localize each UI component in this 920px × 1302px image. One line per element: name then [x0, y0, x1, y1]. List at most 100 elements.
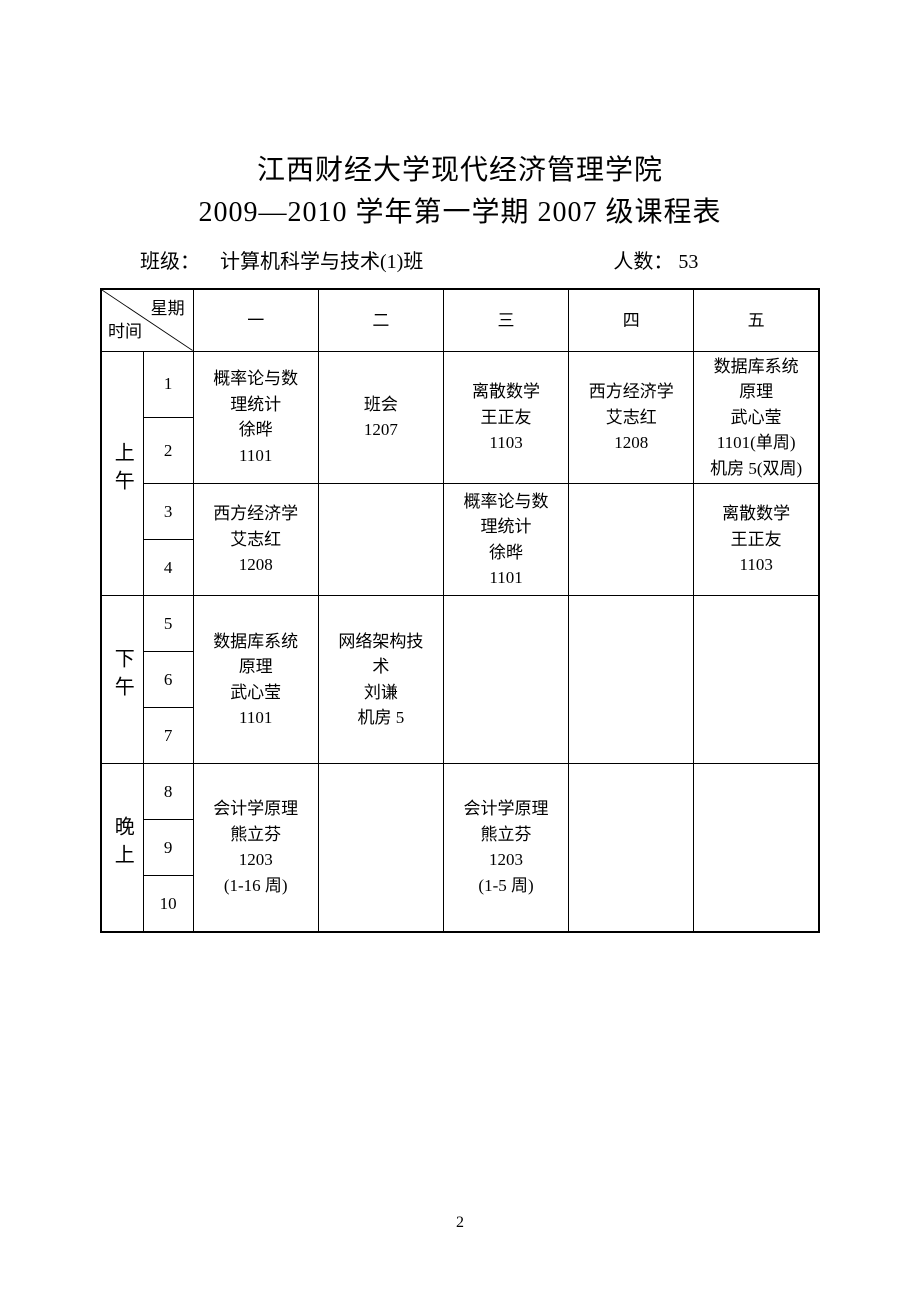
page-number: 2: [0, 1214, 920, 1232]
cell-am12-fri: 数据库系统原理武心莹1101(单周)机房 5(双周): [694, 351, 819, 484]
cell-am34-fri: 离散数学王正友1103: [694, 484, 819, 596]
period-4: 4: [143, 540, 193, 596]
cell-line: 理统计: [446, 514, 566, 540]
cell-ev-mon: 会计学原理熊立芬1203(1-16 周): [193, 764, 318, 932]
cell-empty: [318, 764, 443, 932]
table-row: 3 西方经济学艾志红1208 概率论与数理统计徐晔1101 离散数学王正友110…: [101, 484, 819, 540]
cell-line: 1207: [321, 417, 441, 443]
cell-line: 1103: [696, 552, 816, 578]
cell-line: 1203: [446, 847, 566, 873]
cell-line: 数据库系统: [696, 354, 816, 380]
table-row: 晚上 8 会计学原理熊立芬1203(1-16 周) 会计学原理熊立芬1203(1…: [101, 764, 819, 820]
cell-am12-thu: 西方经济学艾志红1208: [569, 351, 694, 484]
cell-line: 武心莹: [696, 405, 816, 431]
cell-am12-tue: 班会1207: [318, 351, 443, 484]
period-9: 9: [143, 820, 193, 876]
period-6: 6: [143, 652, 193, 708]
cell-am12-mon: 概率论与数理统计徐晔1101: [193, 351, 318, 484]
cell-line: 会计学原理: [446, 796, 566, 822]
corner-left-label: 时间: [108, 319, 142, 345]
cell-am34-mon: 西方经济学艾志红1208: [193, 484, 318, 596]
title-block: 江西财经大学现代经济管理学院 2009—2010 学年第一学期 2007 级课程…: [100, 150, 820, 234]
cell-empty: [318, 484, 443, 596]
cell-am12-wed: 离散数学王正友1103: [443, 351, 568, 484]
cell-line: 徐晔: [196, 417, 316, 443]
class-label: 班级：: [140, 251, 200, 273]
cell-line: 熊立芬: [446, 822, 566, 848]
cell-line: (1-5 周): [446, 873, 566, 899]
period-10: 10: [143, 876, 193, 932]
day-head-3: 三: [443, 289, 568, 351]
period-3: 3: [143, 484, 193, 540]
cell-line: 1208: [571, 430, 691, 456]
cell-line: 西方经济学: [196, 501, 316, 527]
cell-line: 离散数学: [446, 379, 566, 405]
cell-line: 原理: [196, 654, 316, 680]
cell-line: 1101: [446, 565, 566, 591]
class-value: 计算机科学与技术(1)班: [220, 251, 423, 273]
cell-line: 艾志红: [196, 527, 316, 553]
table-row: 下午 5 数据库系统原理武心莹1101 网络架构技术刘谦机房 5: [101, 596, 819, 652]
session-morning: 上午: [101, 351, 143, 596]
meta-row: 班级： 计算机科学与技术(1)班 人数： 53: [140, 246, 820, 278]
corner-cell: 星期 时间: [101, 289, 193, 351]
session-evening: 晚上: [101, 764, 143, 932]
period-2: 2: [143, 417, 193, 483]
cell-line: 原理: [696, 379, 816, 405]
schedule-table: 星期 时间 一 二 三 四 五 上午 1 概率论与数理统计徐晔1101 班会12…: [100, 288, 820, 933]
cell-line: 刘谦: [321, 680, 441, 706]
document-page: 江西财经大学现代经济管理学院 2009—2010 学年第一学期 2007 级课程…: [0, 0, 920, 933]
cell-line: (1-16 周): [196, 873, 316, 899]
corner-top-label: 星期: [151, 296, 185, 322]
cell-line: 机房 5: [321, 705, 441, 731]
title-line-1: 江西财经大学现代经济管理学院: [100, 150, 820, 192]
day-head-4: 四: [569, 289, 694, 351]
cell-line: 离散数学: [696, 501, 816, 527]
cell-empty: [569, 764, 694, 932]
meta-count: 人数： 53: [613, 246, 698, 278]
cell-line: 艾志红: [571, 405, 691, 431]
cell-line: 概率论与数: [446, 489, 566, 515]
cell-empty: [569, 596, 694, 764]
cell-line: 数据库系统: [196, 629, 316, 655]
header-row: 星期 时间 一 二 三 四 五: [101, 289, 819, 351]
cell-line: 1101: [196, 443, 316, 469]
period-1: 1: [143, 351, 193, 417]
count-value: 53: [678, 251, 698, 273]
count-label: 人数：: [613, 251, 673, 273]
cell-line: 机房 5(双周): [696, 456, 816, 482]
day-head-2: 二: [318, 289, 443, 351]
cell-empty: [694, 764, 819, 932]
cell-am34-wed: 概率论与数理统计徐晔1101: [443, 484, 568, 596]
cell-line: 网络架构技: [321, 629, 441, 655]
day-head-1: 一: [193, 289, 318, 351]
cell-line: 王正友: [696, 527, 816, 553]
cell-line: 1103: [446, 430, 566, 456]
meta-class: 班级： 计算机科学与技术(1)班: [140, 246, 423, 278]
cell-ev-wed: 会计学原理熊立芬1203(1-5 周): [443, 764, 568, 932]
cell-line: 1203: [196, 847, 316, 873]
cell-line: 概率论与数: [196, 366, 316, 392]
cell-line: 武心莹: [196, 680, 316, 706]
table-row: 上午 1 概率论与数理统计徐晔1101 班会1207 离散数学王正友1103 西…: [101, 351, 819, 417]
cell-line: 王正友: [446, 405, 566, 431]
title-line-2: 2009—2010 学年第一学期 2007 级课程表: [100, 192, 820, 234]
session-afternoon: 下午: [101, 596, 143, 764]
cell-empty: [694, 596, 819, 764]
cell-line: 术: [321, 654, 441, 680]
cell-line: 1101(单周): [696, 430, 816, 456]
cell-pm57-tue: 网络架构技术刘谦机房 5: [318, 596, 443, 764]
cell-pm57-mon: 数据库系统原理武心莹1101: [193, 596, 318, 764]
period-8: 8: [143, 764, 193, 820]
cell-line: 徐晔: [446, 540, 566, 566]
cell-line: 1101: [196, 705, 316, 731]
cell-empty: [443, 596, 568, 764]
cell-line: 班会: [321, 392, 441, 418]
cell-line: 熊立芬: [196, 822, 316, 848]
cell-line: 理统计: [196, 392, 316, 418]
cell-empty: [569, 484, 694, 596]
cell-line: 会计学原理: [196, 796, 316, 822]
period-5: 5: [143, 596, 193, 652]
cell-line: 西方经济学: [571, 379, 691, 405]
cell-line: 1208: [196, 552, 316, 578]
